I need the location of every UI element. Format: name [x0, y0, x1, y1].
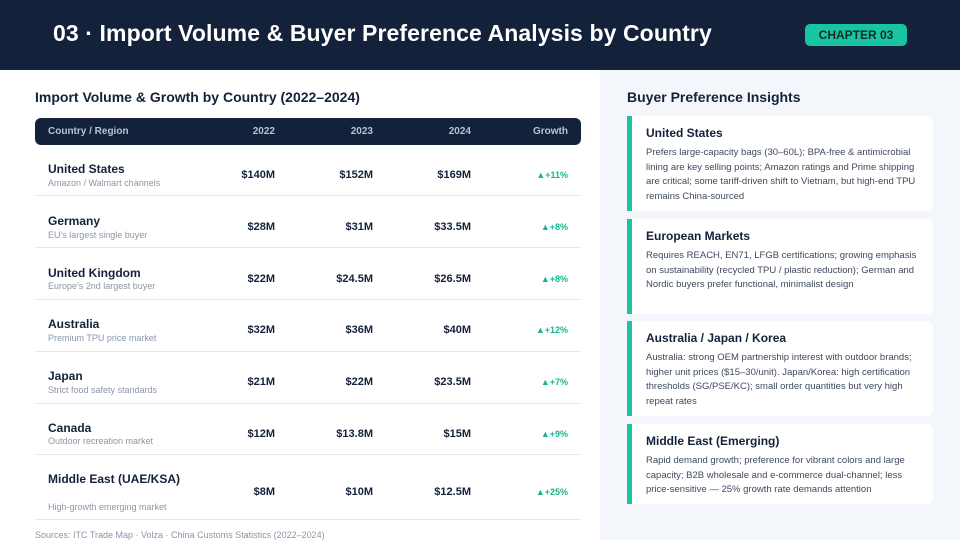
- growth-badge: ▲+8%: [540, 274, 568, 284]
- value-2024: $15M: [443, 428, 471, 440]
- growth-badge: ▲+9%: [540, 429, 568, 439]
- insight-card-title: Middle East (Emerging): [646, 434, 780, 448]
- insight-card-body: Rapid demand growth; preference for vibr…: [646, 455, 905, 495]
- insight-card-australia-japan-korea: Australia / Japan / Korea Australia: str…: [627, 321, 933, 416]
- country-note: EU's largest single buyer: [48, 230, 148, 240]
- table-title: Import Volume & Growth by Country (2022–…: [35, 89, 360, 105]
- country-note: Premium TPU price market: [48, 333, 157, 343]
- value-2022: $21M: [247, 376, 275, 388]
- insight-card-european-markets: European Markets Requires REACH, EN71, L…: [627, 219, 933, 314]
- country-note: High-growth emerging market: [48, 502, 167, 512]
- table-row: United States Amazon / Walmart channels …: [35, 148, 581, 196]
- country-note: Strict food safety standards: [48, 385, 158, 395]
- value-2023: $10M: [345, 486, 373, 498]
- country-note: Europe's 2nd largest buyer: [48, 281, 156, 291]
- country-name: Canada: [48, 421, 92, 435]
- country-name: Middle East (UAE/KSA): [48, 472, 181, 486]
- value-2024: $23.5M: [434, 376, 471, 388]
- insight-card-united-states: United States Prefers large-capacity bag…: [627, 116, 933, 211]
- value-2022: $28M: [247, 221, 275, 233]
- value-2023: $152M: [339, 169, 373, 181]
- table-row: Australia Premium TPU price market $32M …: [35, 300, 581, 352]
- column-header-2022: 2022: [252, 126, 275, 137]
- column-header-growth: Growth: [533, 126, 568, 137]
- value-2023: $31M: [345, 221, 373, 233]
- value-2024: $169M: [437, 169, 471, 181]
- insight-card-middle-east: Middle East (Emerging) Rapid demand grow…: [627, 424, 933, 504]
- value-2024: $26.5M: [434, 273, 471, 285]
- column-header-2023: 2023: [350, 126, 373, 137]
- value-2022: $22M: [247, 273, 275, 285]
- table-header: Country / Region 2022 2023 2024 Growth: [35, 118, 581, 145]
- insight-card-title: European Markets: [646, 229, 751, 243]
- country-note: Outdoor recreation market: [48, 436, 154, 446]
- chapter-badge: CHAPTER 03: [805, 24, 907, 46]
- page-title: 03 · Import Volume & Buyer Preference An…: [53, 20, 712, 46]
- table-row: Middle East (UAE/KSA) High-growth emergi…: [35, 455, 581, 520]
- insight-card-title: Australia / Japan / Korea: [646, 331, 787, 345]
- country-name: Australia: [48, 317, 100, 331]
- value-2024: $33.5M: [434, 221, 471, 233]
- table-row: Japan Strict food safety standards $21M …: [35, 352, 581, 404]
- country-name: United States: [48, 162, 125, 176]
- header-bar: 03 · Import Volume & Buyer Preference An…: [0, 0, 960, 70]
- value-2022: $12M: [247, 428, 275, 440]
- growth-badge: ▲+25%: [535, 487, 568, 497]
- value-2024: $40M: [443, 324, 471, 336]
- value-2023: $24.5M: [336, 273, 373, 285]
- column-header-2024: 2024: [448, 126, 471, 137]
- value-2022: $140M: [241, 169, 275, 181]
- country-name: Germany: [48, 214, 101, 228]
- growth-badge: ▲+8%: [540, 222, 568, 232]
- insight-card-body: Australia: strong OEM partnership intere…: [646, 352, 912, 407]
- value-2024: $12.5M: [434, 486, 471, 498]
- growth-badge: ▲+12%: [535, 325, 568, 335]
- table-row: United Kingdom Europe's 2nd largest buye…: [35, 248, 581, 300]
- table-row: Germany EU's largest single buyer $28M $…: [35, 196, 581, 248]
- value-2023: $36M: [345, 324, 373, 336]
- insights-title: Buyer Preference Insights: [627, 89, 801, 105]
- value-2023: $22M: [345, 376, 373, 388]
- sources-note: Sources: ITC Trade Map · Volza · China C…: [35, 530, 325, 540]
- country-note: Amazon / Walmart channels: [48, 178, 161, 188]
- insight-card-title: United States: [646, 126, 723, 140]
- value-2023: $13.8M: [336, 428, 373, 440]
- country-name: Japan: [48, 369, 83, 383]
- value-2022: $32M: [247, 324, 275, 336]
- column-header-country: Country / Region: [48, 126, 129, 137]
- growth-badge: ▲+7%: [540, 377, 568, 387]
- country-name: United Kingdom: [48, 266, 141, 280]
- value-2022: $8M: [253, 486, 275, 498]
- insight-card-body: Requires REACH, EN71, LFGB certification…: [646, 250, 917, 290]
- growth-badge: ▲+11%: [536, 170, 568, 180]
- table-row: Canada Outdoor recreation market $12M $1…: [35, 404, 581, 455]
- insight-card-body: Prefers large-capacity bags (30–60L); BP…: [646, 147, 916, 202]
